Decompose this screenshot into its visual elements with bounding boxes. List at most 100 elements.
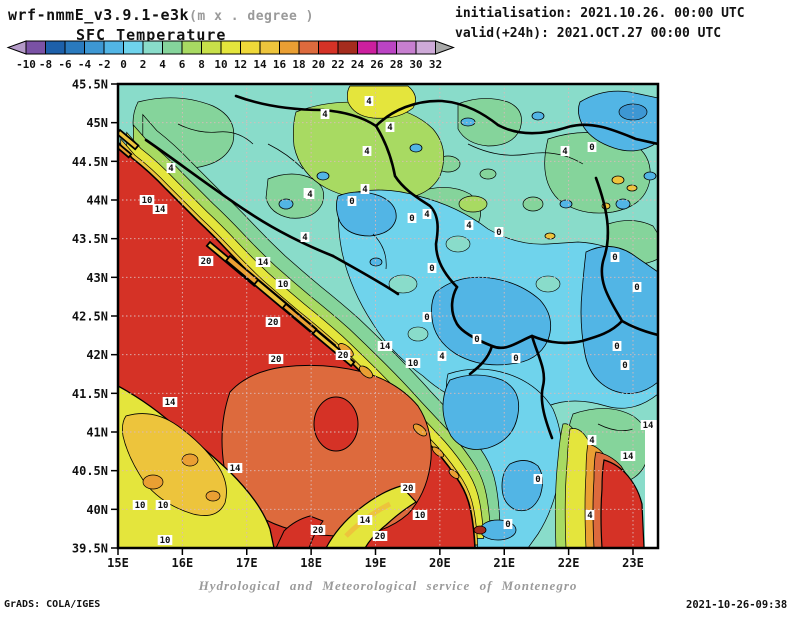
svg-text:43N: 43N (86, 271, 108, 285)
svg-text:40N: 40N (86, 503, 108, 517)
valid-line: valid(+24h): 2021.OCT.27 00:00 UTC (455, 26, 722, 41)
svg-text:21E: 21E (493, 556, 515, 570)
svg-text:0: 0 (429, 264, 434, 274)
blue-cold-patches (278, 90, 658, 541)
svg-text:0: 0 (614, 342, 619, 352)
svg-text:0: 0 (424, 313, 429, 323)
svg-text:0: 0 (505, 520, 510, 530)
svg-text:45.5N: 45.5N (72, 78, 108, 92)
svg-text:20: 20 (271, 355, 282, 365)
svg-text:-10: -10 (16, 58, 36, 71)
svg-text:-2: -2 (97, 58, 110, 71)
temperature-colorbar: -10 -8 -6 -4 -2 0 2 4 6 8 10 12 14 16 18 20 22 24 26 28 30 32 (6, 40, 455, 71)
svg-text:4: 4 (307, 190, 313, 200)
svg-text:14: 14 (623, 452, 634, 462)
svg-text:6: 6 (179, 58, 186, 71)
svg-text:12: 12 (234, 58, 247, 71)
svg-text:30: 30 (409, 58, 422, 71)
svg-text:4: 4 (562, 147, 568, 157)
svg-text:20: 20 (375, 532, 386, 542)
svg-text:4: 4 (387, 123, 393, 133)
svg-text:26: 26 (370, 58, 384, 71)
model-title-text: wrf-nmmE_v3.9.1-e3k (8, 6, 190, 24)
svg-text:24: 24 (351, 58, 365, 71)
svg-text:17E: 17E (236, 556, 258, 570)
teal-holes (388, 235, 561, 342)
svg-text:15E: 15E (107, 556, 129, 570)
svg-text:19E: 19E (365, 556, 387, 570)
graticule (118, 84, 658, 548)
svg-text:-4: -4 (78, 58, 92, 71)
latitude-axis: 45.5N 45N 44.5N 44N 43.5N 43N 42.5N 42N 41.5N 41N… (72, 78, 118, 556)
svg-text:4: 4 (424, 210, 430, 220)
svg-text:14: 14 (165, 398, 176, 408)
svg-text:0: 0 (409, 214, 414, 224)
contour-labels: 4101420141020444444440404000004000004202… (132, 96, 656, 546)
svg-text:44.5N: 44.5N (72, 155, 108, 169)
no-data-strip (645, 420, 658, 548)
svg-text:14: 14 (258, 258, 269, 268)
svg-text:10: 10 (160, 536, 171, 546)
svg-text:4: 4 (168, 164, 174, 174)
svg-text:20: 20 (338, 351, 349, 361)
svg-text:0: 0 (589, 143, 594, 153)
svg-text:0: 0 (634, 283, 639, 293)
svg-text:14: 14 (360, 516, 371, 526)
svg-text:-6: -6 (58, 58, 72, 71)
svg-text:23E: 23E (622, 556, 644, 570)
svg-text:8: 8 (198, 58, 205, 71)
svg-text:4: 4 (159, 58, 166, 71)
country-borders (144, 94, 658, 440)
svg-text:10: 10 (278, 280, 289, 290)
adriatic-inner-warm-oval (313, 396, 359, 452)
svg-text:0: 0 (496, 228, 501, 238)
svg-text:32: 32 (429, 58, 442, 71)
svg-text:0: 0 (349, 197, 354, 207)
grads-signature: GrADS: COLA/IGES (4, 599, 101, 610)
svg-text:14: 14 (643, 421, 654, 431)
svg-text:14: 14 (380, 342, 391, 352)
credit-line: Hydrological and Meteorological service … (198, 578, 578, 593)
svg-text:18: 18 (292, 58, 305, 71)
svg-text:20: 20 (201, 257, 212, 267)
svg-text:20: 20 (268, 318, 279, 328)
svg-text:4: 4 (466, 221, 472, 231)
svg-text:42N: 42N (86, 348, 108, 362)
svg-text:14: 14 (253, 58, 267, 71)
svg-text:20E: 20E (429, 556, 451, 570)
model-title-suffix: (m x . degree ) (189, 9, 314, 24)
longitude-axis: 15E 16E 17E 18E 19E 20E 21E 22E 23E (107, 548, 644, 570)
svg-text:4: 4 (439, 352, 445, 362)
svg-text:16E: 16E (172, 556, 194, 570)
colorbar-segments: -10 -8 -6 -4 -2 0 2 4 6 8 10 12 14 16 18 20 22 24 26 28 30 32 (6, 40, 455, 71)
svg-text:4: 4 (322, 110, 328, 120)
model-title: wrf-nmmE_v3.9.1-e3k(m x . degree ) (8, 6, 314, 24)
svg-text:20: 20 (312, 58, 325, 71)
svg-text:10: 10 (408, 359, 419, 369)
svg-text:28: 28 (390, 58, 403, 71)
svg-text:22: 22 (331, 58, 344, 71)
svg-text:20: 20 (403, 484, 414, 494)
svg-text:-8: -8 (39, 58, 52, 71)
svg-text:44N: 44N (86, 194, 108, 208)
svg-text:10: 10 (415, 511, 426, 521)
svg-text:18E: 18E (300, 556, 322, 570)
svg-text:0: 0 (120, 58, 127, 71)
svg-text:0: 0 (612, 253, 617, 263)
svg-text:4: 4 (589, 436, 595, 446)
svg-text:10: 10 (214, 58, 227, 71)
svg-text:4: 4 (366, 97, 372, 107)
svg-text:10: 10 (135, 501, 146, 511)
svg-text:4: 4 (302, 233, 308, 243)
svg-text:0: 0 (535, 475, 540, 485)
svg-text:20: 20 (313, 526, 324, 536)
svg-text:14: 14 (155, 205, 166, 215)
svg-text:4: 4 (587, 511, 593, 521)
thin-contours (177, 123, 634, 431)
svg-text:4: 4 (362, 185, 368, 195)
svg-text:41.5N: 41.5N (72, 387, 108, 401)
svg-text:0: 0 (474, 335, 479, 345)
svg-text:0: 0 (622, 361, 627, 371)
svg-text:4: 4 (364, 147, 370, 157)
